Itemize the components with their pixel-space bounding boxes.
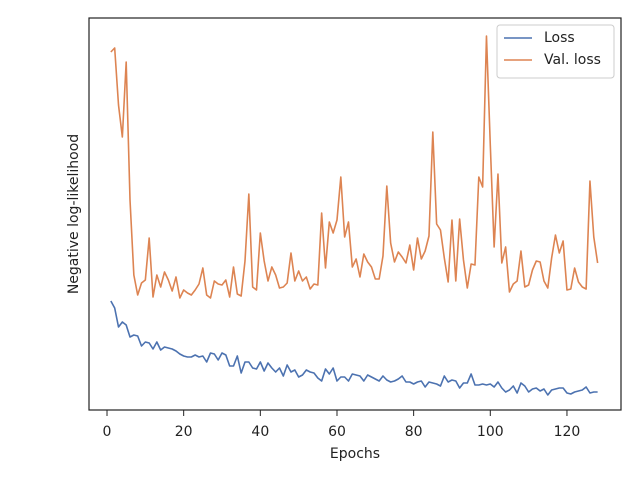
x-tick-label: 20 bbox=[175, 424, 193, 440]
y-axis-label: Negative log-likelihood bbox=[66, 134, 82, 294]
x-axis-label: Epochs bbox=[330, 446, 380, 462]
x-tick-label: 40 bbox=[251, 424, 269, 440]
plot-frame bbox=[88, 17, 622, 411]
x-tick-label: 80 bbox=[405, 424, 423, 440]
series-line bbox=[110, 35, 599, 299]
series-line bbox=[110, 300, 598, 396]
x-tick-label: 120 bbox=[554, 424, 581, 440]
x-tick-label: 100 bbox=[477, 424, 504, 440]
legend-label: Val. loss bbox=[544, 52, 601, 68]
x-tick-label: 0 bbox=[103, 424, 112, 440]
x-tick-label: 60 bbox=[328, 424, 346, 440]
legend-label: Loss bbox=[544, 30, 575, 46]
